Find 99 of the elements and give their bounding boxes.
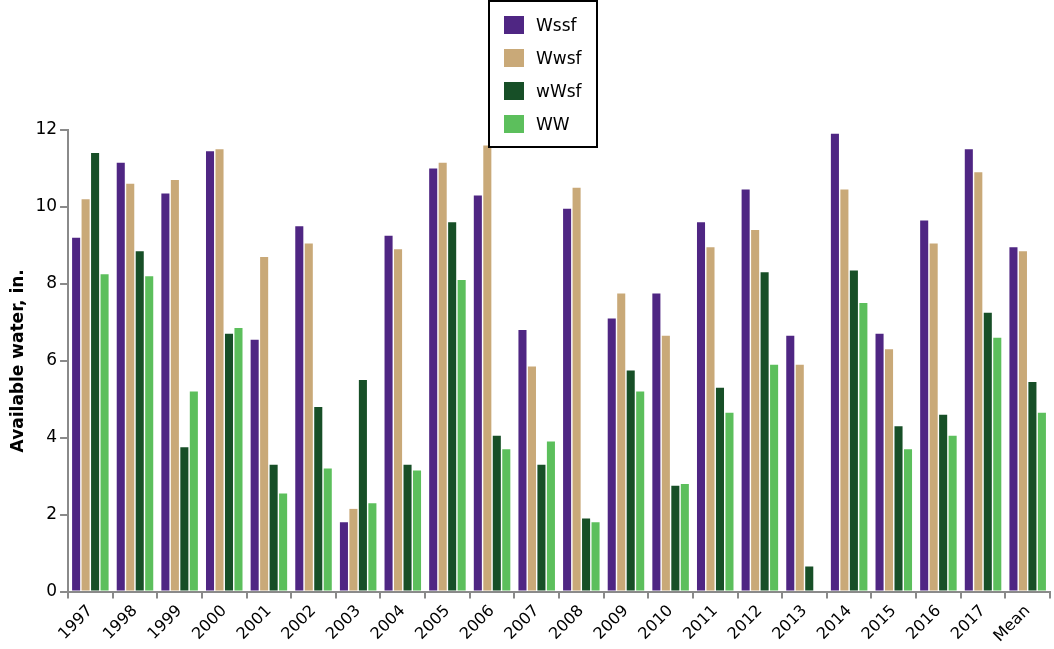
- bar: [563, 208, 572, 591]
- bar: [725, 412, 734, 591]
- bar: [760, 272, 769, 591]
- bar: [939, 414, 948, 591]
- bar: [394, 249, 403, 591]
- y-tick-label: 0: [46, 580, 58, 601]
- bar: [849, 270, 858, 591]
- bar: [180, 447, 189, 591]
- bar: [72, 237, 81, 591]
- bar: [91, 153, 100, 591]
- bar: [1028, 381, 1037, 591]
- bar: [161, 193, 170, 591]
- bar: [260, 256, 269, 591]
- bar: [384, 235, 393, 591]
- bar: [81, 199, 90, 591]
- bar: [215, 149, 224, 591]
- bar: [546, 441, 555, 591]
- bar: [339, 522, 348, 591]
- bar: [502, 449, 511, 591]
- bar: [492, 435, 501, 591]
- bar: [429, 168, 438, 591]
- bar: [680, 483, 689, 591]
- legend-label: WW: [536, 113, 570, 134]
- y-tick-label: 2: [46, 503, 58, 524]
- bar: [1037, 412, 1046, 591]
- bar: [671, 485, 680, 591]
- y-tick-label: 12: [35, 118, 58, 139]
- bar: [993, 337, 1002, 591]
- bar: [145, 276, 154, 591]
- bar: [920, 220, 929, 591]
- bar: [170, 180, 179, 591]
- bar: [636, 391, 645, 591]
- bar: [368, 503, 377, 591]
- bar: [448, 222, 457, 591]
- bar: [805, 566, 814, 591]
- bar: [885, 349, 894, 591]
- legend-label: Wssf: [536, 14, 577, 35]
- bar: [1018, 251, 1027, 591]
- y-axis-title: Available water, in.: [6, 269, 27, 453]
- bar: [715, 387, 725, 591]
- y-tick-label: 4: [46, 426, 58, 447]
- bar: [875, 333, 884, 591]
- bar: [859, 303, 868, 591]
- bar: [696, 222, 706, 591]
- bar: [894, 426, 903, 591]
- bar: [964, 149, 973, 591]
- bar: [116, 162, 125, 591]
- bar: [438, 162, 447, 591]
- bar: [457, 280, 466, 591]
- bar: [974, 172, 983, 591]
- bar: [706, 247, 715, 591]
- bar: [795, 364, 804, 591]
- bar: [304, 243, 313, 591]
- bar: [323, 468, 332, 591]
- bar: [314, 406, 323, 591]
- bar: [358, 380, 367, 591]
- bar: [626, 370, 635, 591]
- bar: [929, 243, 938, 591]
- bar: [527, 366, 536, 591]
- bar: [412, 470, 422, 591]
- bar: [135, 251, 144, 591]
- bar: [250, 339, 259, 591]
- bar: [473, 195, 482, 591]
- bar: [751, 230, 760, 591]
- bar: [100, 274, 109, 591]
- bar: [269, 464, 278, 591]
- bar: [770, 364, 779, 591]
- bar: [572, 187, 581, 591]
- bar: [830, 133, 839, 591]
- bar: [591, 522, 600, 591]
- bar: [403, 464, 412, 591]
- bar: [189, 391, 198, 591]
- bar: [903, 449, 913, 591]
- bar: [1009, 247, 1018, 591]
- bar: [786, 335, 795, 591]
- legend-label: Wwsf: [536, 47, 582, 68]
- bar: [617, 293, 626, 591]
- bar: [661, 335, 670, 591]
- bar: [582, 518, 591, 591]
- bar: [741, 189, 750, 591]
- bar: [840, 189, 849, 591]
- bar: [224, 333, 234, 591]
- bar: [234, 328, 243, 591]
- bar: [518, 330, 527, 591]
- bar: [983, 312, 992, 591]
- legend-label: wWsf: [536, 80, 582, 101]
- y-tick-label: 10: [35, 195, 58, 216]
- bar: [295, 226, 304, 591]
- y-tick-label: 6: [46, 349, 58, 370]
- bar: [483, 145, 492, 591]
- y-tick-label: 8: [46, 272, 58, 293]
- bar: [126, 183, 135, 591]
- bar: [349, 508, 358, 591]
- bar: [537, 464, 546, 591]
- bar: [607, 318, 616, 591]
- bar: [948, 435, 957, 591]
- bar: [652, 293, 661, 591]
- bar: [279, 493, 288, 591]
- bar: [206, 151, 215, 591]
